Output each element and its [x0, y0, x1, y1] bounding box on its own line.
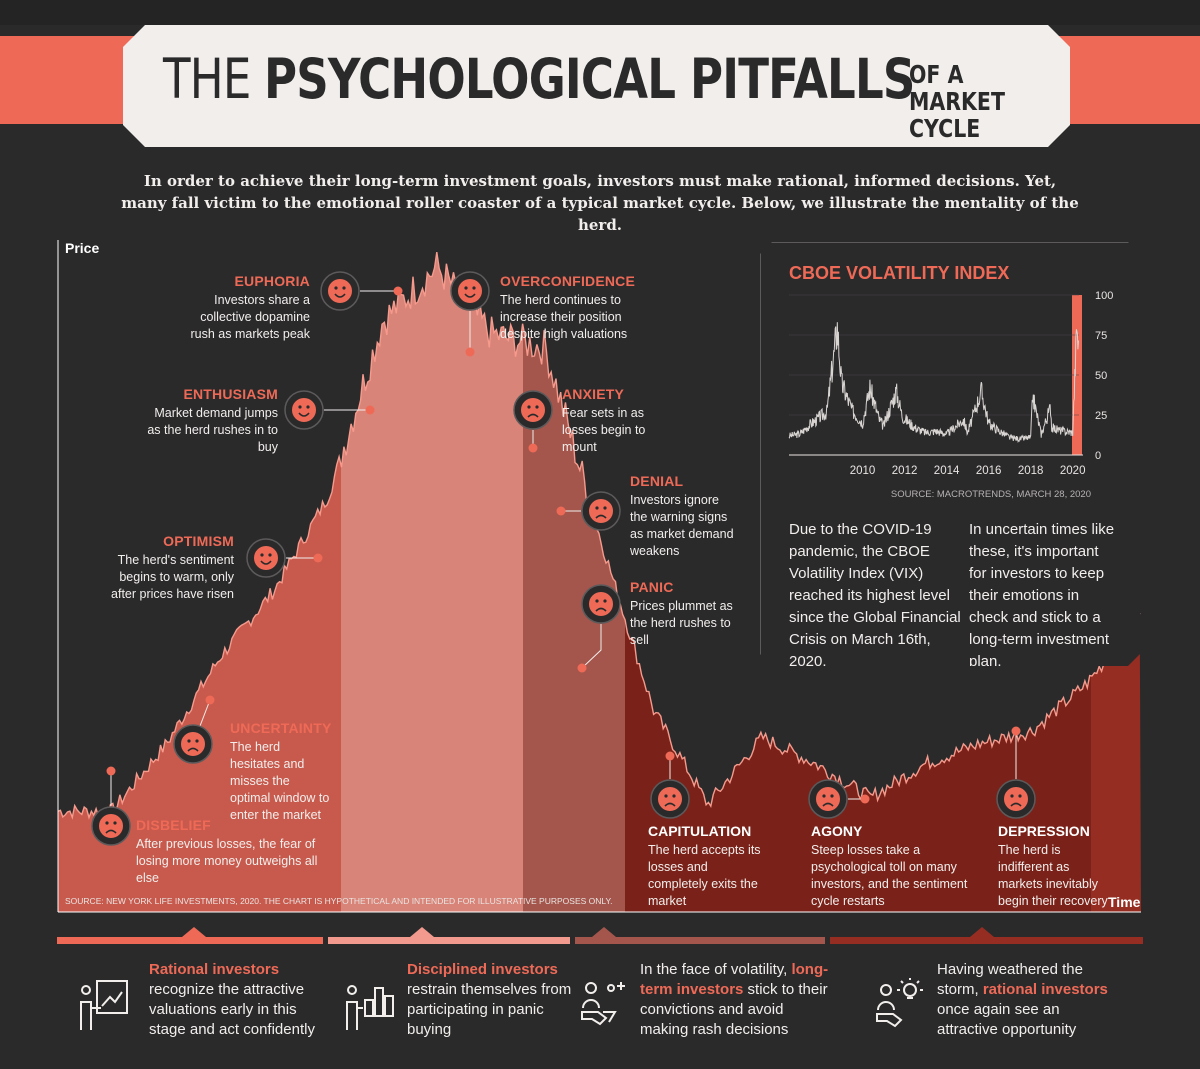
- stage-uncertainty: UNCERTAINTY The herd hesitates and misses…: [230, 720, 332, 822]
- strip-recovery: [830, 927, 1143, 944]
- vix-ytick: 25: [1095, 410, 1107, 422]
- vix-xtick: 2010: [850, 465, 876, 477]
- vix-ytick: 50: [1095, 370, 1107, 382]
- vix-xtick: 2018: [1018, 465, 1044, 477]
- page-title: THE PSYCHOLOGICAL PITFALLS: [163, 47, 915, 111]
- vix-xtick: 2016: [976, 465, 1002, 477]
- vix-ytick: 100: [1095, 290, 1113, 302]
- leader-panic: [581, 624, 602, 669]
- strip-disciplined: [328, 927, 570, 944]
- strip-rational: [57, 927, 323, 944]
- intro-text: In order to achieve their long-term inve…: [121, 172, 1079, 234]
- page-subtitle: OF A MARKET CYCLE: [909, 60, 1005, 143]
- stage-anxiety: ANXIETY Fear sets in as losses begin to m…: [562, 386, 646, 454]
- vix-ytick: 75: [1095, 330, 1107, 342]
- face-depression-icon: [996, 779, 1036, 819]
- bottom-longterm: In the face of volatility, long-term inv…: [640, 961, 829, 1038]
- vix-title: CBOE VOLATILITY INDEX: [789, 263, 1010, 283]
- leader-lines: [110, 290, 1017, 806]
- vix-source: SOURCE: MACROTRENDS, MARCH 28, 2020: [890, 489, 1091, 500]
- vix-xtick: 2012: [892, 465, 918, 477]
- vix-xtick: 2014: [934, 465, 960, 477]
- face-disbelief-icon: [91, 806, 131, 846]
- dot-agony: [860, 794, 870, 804]
- stage-overconfidence: OVERCONFIDENCE The herd continues to incr…: [500, 273, 636, 341]
- face-euphoria-icon: [320, 271, 360, 311]
- zone-euphoria: [341, 252, 523, 912]
- presentation-chart-icon: [80, 980, 128, 1030]
- face-overconfidence-icon: [450, 271, 490, 311]
- x-axis-label: Time: [1108, 894, 1141, 910]
- vix-panel: CBOE VOLATILITY INDEX 2010 2012 2014 2016 20…: [760, 242, 1140, 666]
- face-capitulation-icon: [650, 779, 690, 819]
- vix-paragraph-1: Due to the COVID-19 pandemic, the CBOE V…: [789, 521, 961, 670]
- leader-uncertainty: [199, 699, 211, 727]
- face-agony-icon: [808, 779, 848, 819]
- dot-optimism: [313, 553, 323, 563]
- dot-anxiety: [528, 443, 538, 453]
- dot-euphoria: [393, 286, 403, 296]
- vix-chart: 2010 2012 2014 2016 2018 2020 0 25 50 75 100: [788, 290, 1113, 477]
- vix-ytick: 0: [1095, 450, 1101, 462]
- face-enthusiasm-icon: [284, 390, 324, 430]
- stage-disbelief: DISBELIEF After previous losses, the fear…: [136, 817, 318, 885]
- vix-xtick: 2020: [1060, 465, 1086, 477]
- top-band: [0, 0, 1200, 25]
- dot-overconfidence: [465, 347, 475, 357]
- title-box: THE PSYCHOLOGICAL PITFALLS OF A MARKET C…: [123, 25, 1070, 147]
- stage-panic: PANIC Prices plummet as the herd rushes t…: [630, 579, 733, 647]
- vix-paragraph-2: In uncertain times like these, it's impo…: [969, 521, 1115, 670]
- stage-capitulation: CAPITULATION The herd accepts its losses …: [648, 823, 761, 908]
- chart-source-note: SOURCE: NEW YORK LIFE INVESTMENTS, 2020.…: [65, 896, 613, 906]
- face-denial-icon: [581, 491, 621, 531]
- dot-disbelief: [106, 766, 116, 776]
- dot-enthusiasm: [365, 405, 375, 415]
- handshake-thinking-icon: [581, 982, 625, 1026]
- bottom-recovery: Having weathered the storm, rational inv…: [937, 961, 1108, 1038]
- price-line: [57, 251, 1141, 820]
- stage-depression: DEPRESSION The herd is indifferent as mar…: [998, 823, 1108, 908]
- dot-panic: [577, 663, 587, 673]
- strip-longterm: [575, 927, 825, 944]
- stage-agony: AGONY Steep losses take a psychological t…: [811, 823, 968, 908]
- bottom-rational: Rational investors recognize the attracti…: [149, 961, 315, 1038]
- bottom-disciplined: Disciplined investors restrain themselves…: [407, 961, 572, 1038]
- dot-depression: [1011, 726, 1021, 736]
- face-uncertainty-icon: [173, 724, 213, 764]
- vix-series-line: [788, 322, 1079, 443]
- bottom-panel: Rational investors recognize the attracti…: [57, 944, 1143, 1058]
- stage-enthusiasm: ENTHUSIASM Market demand jumps as the her…: [147, 386, 278, 454]
- dot-capitulation: [665, 751, 675, 761]
- stage-dots: [106, 286, 1021, 804]
- dot-denial: [556, 506, 566, 516]
- face-panic-icon: [581, 584, 621, 624]
- dot-uncertainty: [205, 695, 215, 705]
- stage-optimism: OPTIMISM The herd's sentiment begins to w…: [111, 533, 234, 601]
- y-axis-label: Price: [65, 240, 100, 256]
- face-optimism-icon: [246, 538, 286, 578]
- stage-euphoria: EUPHORIA Investors share a collective dop…: [190, 273, 311, 341]
- lightbulb-idea-icon: [876, 978, 923, 1028]
- stage-icons: [91, 271, 1036, 846]
- face-anxiety-icon: [513, 390, 553, 430]
- bar-chart-person-icon: [346, 985, 394, 1030]
- stage-denial: DENIAL Investors ignore the warning signs…: [630, 473, 734, 558]
